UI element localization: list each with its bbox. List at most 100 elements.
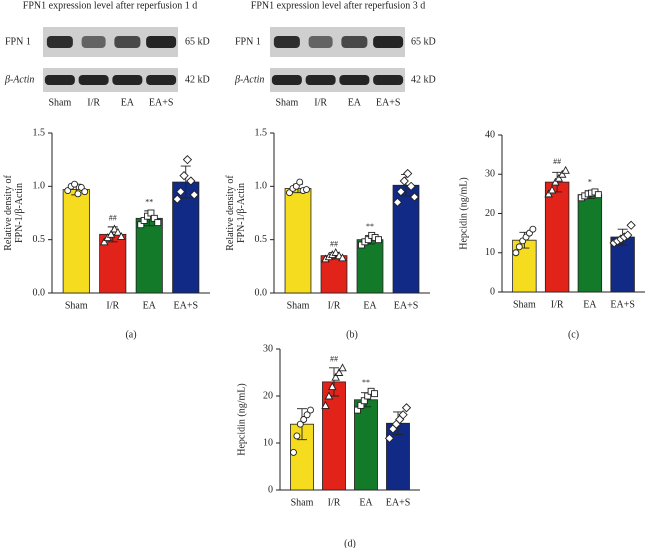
- data-point: [99, 237, 109, 246]
- blot-band: [341, 36, 368, 48]
- data-point: [324, 391, 334, 400]
- data-point: [512, 249, 520, 257]
- chart-caption: (a): [125, 329, 136, 340]
- significance-label: ##: [330, 355, 338, 364]
- significance-label: ##: [553, 157, 561, 166]
- x-tick-label: Sham: [291, 497, 314, 508]
- data-point: [399, 176, 409, 186]
- blot-band: [78, 75, 109, 85]
- significance-label: *: [588, 178, 592, 187]
- blot-title: FPN1 expression level after reperfusion …: [23, 0, 197, 11]
- data-point: [303, 186, 310, 193]
- data-point: [375, 236, 382, 244]
- x-tick-label: EA: [359, 497, 373, 508]
- blot-lane-label: Sham: [48, 97, 71, 108]
- blot-lane-label: I/R: [314, 97, 327, 108]
- data-point: [74, 190, 82, 198]
- data-point: [296, 420, 304, 428]
- blot-band: [373, 36, 404, 48]
- blot-band: [305, 75, 336, 85]
- data-point: [331, 248, 340, 256]
- blot-row-label: β-Actin: [234, 74, 264, 85]
- blot-band: [271, 75, 302, 85]
- x-tick-label: EA+S: [610, 299, 635, 310]
- data-point: [303, 411, 311, 419]
- blot-band: [112, 75, 143, 85]
- data-point: [557, 169, 567, 178]
- blot-lane-label: EA+S: [376, 97, 401, 108]
- x-tick-label: I/R: [328, 300, 341, 311]
- data-point: [321, 400, 330, 409]
- blot-band: [146, 75, 177, 85]
- data-point: [189, 190, 199, 200]
- data-point: [626, 220, 636, 230]
- blot-band: [114, 36, 141, 48]
- data-point: [403, 168, 413, 179]
- data-point: [71, 180, 79, 188]
- data-point: [296, 178, 304, 186]
- blot-band: [146, 36, 177, 48]
- x-tick-label: EA+S: [386, 497, 411, 508]
- data-point: [293, 432, 301, 440]
- y-tick-label: 0.0: [255, 287, 268, 298]
- x-tick-label: Sham: [513, 299, 536, 310]
- x-tick-label: Sham: [287, 300, 310, 311]
- data-point: [307, 406, 314, 414]
- y-axis-label: FPN-1/β-Actin: [236, 183, 247, 243]
- y-tick-label: 20: [485, 208, 495, 219]
- blot-row-label: FPN 1: [235, 36, 261, 47]
- data-point: [551, 177, 560, 186]
- y-tick-label: 1.0: [33, 181, 46, 192]
- blot-size-label: 65 kD: [185, 36, 210, 47]
- significance-label: ##: [109, 214, 117, 223]
- x-tick-label: EA+S: [394, 300, 419, 311]
- x-tick-label: I/R: [328, 497, 341, 508]
- blot-row-label: FPN 1: [5, 36, 31, 47]
- x-tick-label: EA+S: [173, 300, 198, 311]
- y-tick-label: 0.5: [255, 234, 268, 245]
- data-point: [401, 403, 412, 413]
- bar: [544, 181, 570, 293]
- y-tick-label: 0.0: [33, 287, 46, 298]
- data-point: [331, 372, 340, 381]
- significance-label: **: [145, 198, 153, 207]
- significance-label: **: [366, 222, 374, 231]
- blot-band: [339, 75, 370, 85]
- bar: [135, 217, 163, 294]
- x-tick-label: Sham: [65, 300, 88, 311]
- y-tick-label: 0.5: [33, 234, 46, 245]
- y-tick-label: 10: [263, 437, 273, 448]
- y-tick-label: 40: [485, 129, 495, 140]
- blot-lane-label: EA: [121, 97, 135, 108]
- bar: [284, 188, 312, 294]
- bar: [320, 255, 348, 294]
- data-point: [398, 410, 408, 420]
- y-tick-label: 0: [490, 286, 495, 297]
- data-point: [186, 176, 196, 186]
- error-bar: [180, 165, 191, 199]
- y-axis-label: Hepcidin (ng/mL): [458, 177, 469, 249]
- y-axis-label: FPN-1/β-Actin: [14, 183, 25, 243]
- bar: [62, 189, 90, 294]
- significance-label: **: [362, 378, 370, 387]
- chart-caption: (b): [346, 329, 358, 340]
- data-point: [396, 187, 406, 197]
- blot-size-label: 65 kD: [411, 36, 436, 47]
- blot-lane-label: EA+S: [149, 97, 174, 108]
- blot-band: [81, 36, 106, 48]
- y-tick-label: 1.5: [33, 127, 46, 138]
- data-point: [154, 219, 162, 227]
- blot-lane-label: Sham: [275, 97, 298, 108]
- data-point: [594, 191, 602, 199]
- x-tick-label: I/R: [106, 300, 119, 311]
- data-point: [371, 390, 378, 398]
- data-point: [406, 181, 416, 191]
- data-point: [113, 227, 123, 236]
- data-point: [554, 173, 564, 182]
- data-point: [409, 192, 420, 202]
- blot-row-label: β-Actin: [4, 74, 34, 85]
- x-tick-label: EA: [583, 299, 597, 310]
- data-point: [179, 171, 189, 181]
- y-axis-label: Relative density of: [225, 175, 236, 251]
- x-tick-label: EA: [143, 300, 157, 311]
